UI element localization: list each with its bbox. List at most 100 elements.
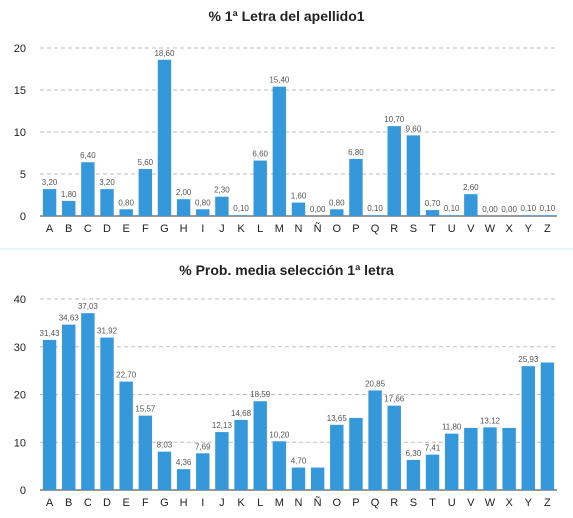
x-tick-label: D	[103, 497, 111, 509]
data-label: 20,85	[365, 379, 386, 388]
data-label: 31,43	[40, 329, 61, 338]
data-label: 7,69	[195, 442, 211, 451]
x-tick-label: A	[46, 497, 54, 509]
data-label: 0,80	[329, 198, 345, 207]
bar	[444, 215, 459, 216]
bar	[425, 454, 440, 490]
data-label: 6,60	[252, 150, 268, 159]
x-tick-label: I	[201, 223, 204, 235]
data-label: 6,30	[406, 449, 422, 458]
x-tick-label: Y	[525, 223, 533, 235]
bar-chart-first-letter: 0 5 10 15 20 3,20 A 1,80 B 6,40 C 3,20 D 0,80 E 5,60 F 18…	[14, 43, 557, 235]
x-tick-label: X	[505, 497, 513, 509]
chart-title: % Prob. media selección 1ª letra	[179, 262, 394, 278]
data-label: 0,00	[310, 205, 326, 214]
x-tick-label: Z	[544, 497, 551, 509]
x-tick-label: V	[467, 223, 475, 235]
bar	[81, 313, 95, 490]
data-label: 12,13	[212, 421, 233, 430]
data-label: 37,03	[78, 302, 99, 311]
x-tick-label: K	[237, 223, 245, 235]
bar	[138, 415, 153, 490]
bar	[387, 405, 401, 490]
bar	[234, 215, 248, 216]
y-tick-label: 0	[20, 485, 26, 497]
x-tick-label: P	[352, 223, 359, 235]
data-label: 31,92	[97, 327, 118, 336]
data-label: 9,60	[406, 124, 422, 133]
bar	[406, 135, 421, 216]
bar	[330, 209, 344, 216]
bar	[349, 417, 363, 490]
x-tick-label: M	[275, 223, 284, 235]
x-tick-label: J	[219, 497, 225, 509]
bar	[253, 401, 267, 490]
bar	[502, 427, 516, 490]
chart-panel-first-letter: % 1ª Letra del apellido1 0 5 10 15 20 3,20 A 1,…	[0, 0, 573, 246]
x-tick-label: K	[237, 497, 245, 509]
x-tick-label: T	[429, 497, 436, 509]
bar	[330, 424, 344, 490]
bar	[100, 189, 114, 216]
x-tick-label: D	[103, 223, 111, 235]
x-tick-label: R	[390, 497, 398, 509]
data-label: 14,68	[231, 409, 252, 418]
bar	[42, 189, 57, 216]
bar	[196, 209, 210, 216]
x-tick-label: L	[257, 497, 263, 509]
x-tick-label: F	[142, 223, 149, 235]
bar	[157, 59, 172, 217]
x-tick-label: S	[410, 223, 417, 235]
data-label: 1,80	[61, 190, 77, 199]
y-tick-label: 0	[20, 211, 26, 223]
data-label: 4,70	[291, 457, 307, 466]
bar	[272, 86, 287, 216]
data-label: 13,65	[327, 414, 348, 423]
x-tick-label: E	[122, 223, 129, 235]
data-label: 0,10	[233, 204, 249, 213]
bar	[483, 427, 497, 490]
data-label: 10,20	[269, 430, 290, 439]
bar	[119, 381, 133, 490]
x-tick-label: Ñ	[314, 496, 322, 509]
data-label: 34,63	[59, 314, 80, 323]
data-label: 3,20	[99, 178, 115, 187]
y-tick-label: 10	[14, 437, 26, 449]
x-tick-label: L	[257, 223, 263, 235]
chart-divider	[0, 248, 573, 250]
y-tick-label: 20	[14, 43, 26, 55]
data-label: 0,80	[118, 198, 134, 207]
bar	[138, 168, 153, 216]
y-tick-label: 30	[14, 342, 26, 354]
x-tick-label: W	[485, 497, 496, 509]
bar	[464, 427, 478, 490]
data-label: 3,20	[42, 178, 58, 187]
bar	[310, 467, 325, 490]
data-label: 0,10	[444, 204, 460, 213]
x-tick-label: O	[333, 223, 342, 235]
data-label: 10,70	[384, 115, 405, 124]
x-tick-label: H	[180, 223, 188, 235]
x-tick-label: B	[65, 223, 72, 235]
x-tick-label: Q	[371, 497, 380, 509]
bar	[100, 337, 114, 490]
bar	[157, 451, 172, 490]
data-label: 2,00	[176, 188, 192, 197]
x-tick-label: B	[65, 497, 72, 509]
bar	[291, 202, 306, 216]
data-label: 11,80	[442, 423, 462, 432]
data-label: 6,40	[80, 151, 96, 160]
y-tick-label: 5	[20, 169, 26, 181]
x-tick-label: A	[46, 223, 54, 235]
bar	[62, 200, 76, 216]
chart-title: % 1ª Letra del apellido1	[208, 8, 365, 24]
x-tick-label: Q	[371, 223, 380, 235]
bar	[81, 162, 95, 216]
data-label: 0,10	[367, 204, 383, 213]
bar	[387, 126, 401, 216]
data-label: 18,60	[154, 49, 175, 58]
bar	[521, 215, 535, 216]
bar	[291, 467, 306, 490]
bar	[368, 215, 382, 216]
bar	[349, 158, 363, 216]
